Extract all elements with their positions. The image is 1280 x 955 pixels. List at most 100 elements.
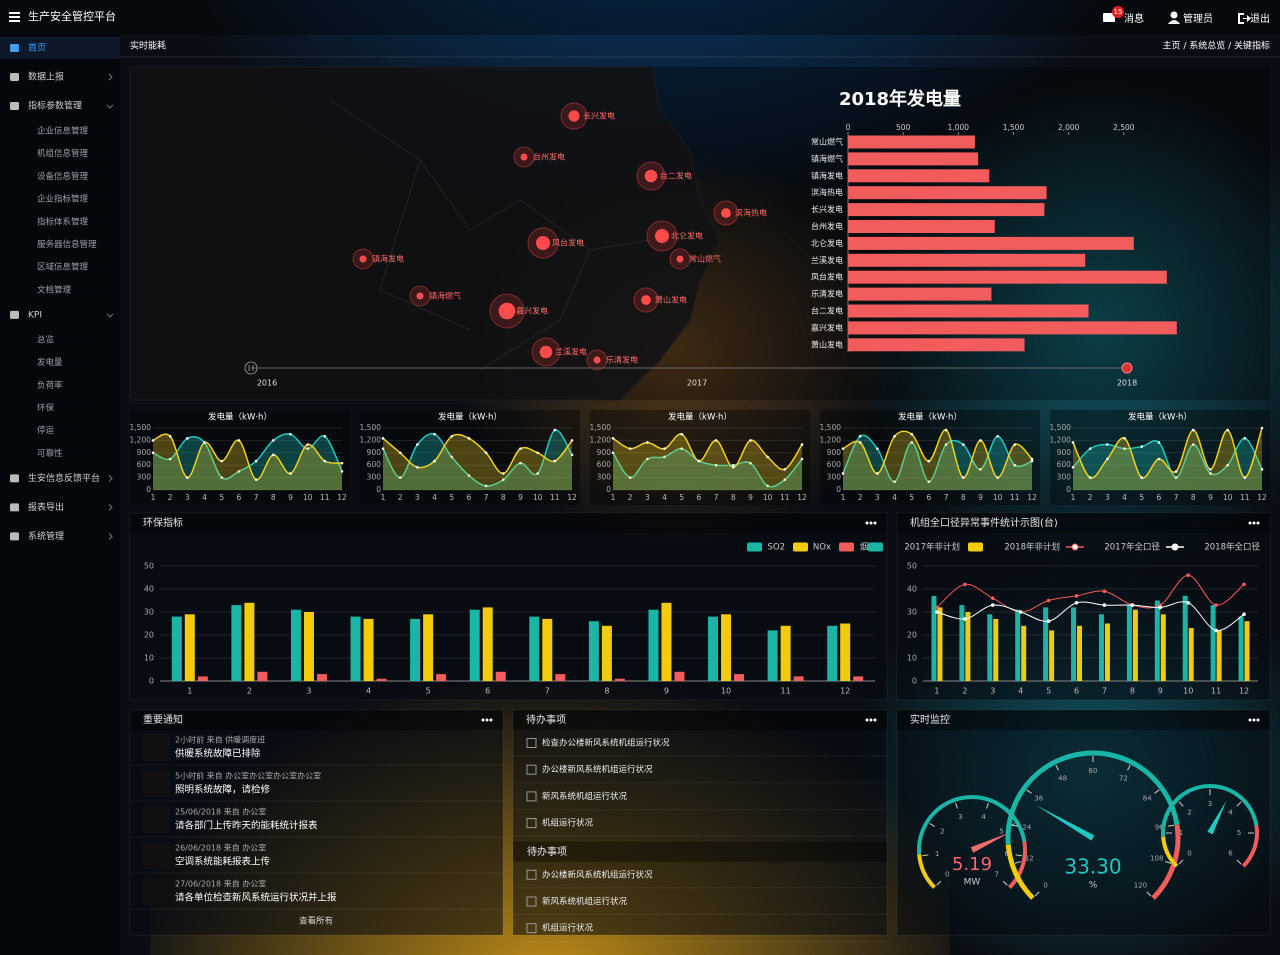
notice-text[interactable]: 请各单位检查新风系统运行状况并上报 bbox=[175, 892, 337, 904]
menu-dot[interactable] bbox=[1252, 521, 1256, 525]
point bbox=[323, 459, 327, 463]
bar bbox=[436, 674, 447, 681]
checkbox[interactable] bbox=[526, 896, 537, 907]
checkbox[interactable] bbox=[526, 738, 537, 748]
y-tick-label: 900 bbox=[597, 448, 612, 457]
map-point[interactable] bbox=[568, 110, 580, 122]
sidebar-subitem[interactable]: 机组信息管理 bbox=[37, 148, 89, 159]
menu-dot[interactable] bbox=[865, 521, 869, 525]
menu-dot[interactable] bbox=[869, 718, 873, 722]
y-tick-label: 20 bbox=[907, 631, 917, 640]
gauge-tick-label: 1 bbox=[935, 850, 939, 858]
sidebar-subitem[interactable]: 区域信息管理 bbox=[37, 262, 89, 273]
menu-dot[interactable] bbox=[1248, 521, 1252, 525]
notice-text[interactable]: 供暖系统故障已排除 bbox=[175, 748, 261, 760]
sidebar-item[interactable]: 报表导出 bbox=[28, 501, 64, 513]
x-tick-label: 10 bbox=[721, 687, 731, 696]
sidebar-subitem[interactable]: 总览 bbox=[37, 334, 54, 345]
map-point[interactable] bbox=[536, 236, 550, 250]
sidebar-subitem[interactable]: 可靠性 bbox=[37, 448, 63, 459]
sidebar-icon bbox=[10, 73, 19, 81]
sidebar-subitem[interactable]: 发电量 bbox=[37, 357, 63, 368]
sidebar-item[interactable]: 数据上报 bbox=[28, 71, 64, 83]
map-point[interactable] bbox=[641, 295, 651, 305]
map-point[interactable] bbox=[520, 153, 528, 161]
messages-link[interactable]: 消息 bbox=[1124, 12, 1144, 25]
map-point[interactable] bbox=[416, 292, 424, 300]
menu-icon[interactable] bbox=[9, 12, 20, 14]
map-point[interactable] bbox=[644, 169, 658, 183]
menu-icon[interactable] bbox=[9, 16, 20, 18]
map-point[interactable] bbox=[359, 255, 367, 263]
point bbox=[340, 470, 344, 473]
checkbox[interactable] bbox=[526, 923, 537, 934]
menu-dot[interactable] bbox=[1256, 718, 1260, 722]
notice-text[interactable]: 请各部门上传昨天的能耗统计报表 bbox=[175, 820, 318, 832]
map-point[interactable] bbox=[721, 208, 731, 218]
menu-dot[interactable] bbox=[481, 718, 485, 722]
timeline-handle[interactable] bbox=[1121, 362, 1133, 374]
checkbox[interactable] bbox=[526, 764, 537, 775]
sidebar-subitem[interactable]: 指标体系管理 bbox=[37, 216, 89, 227]
sidebar-item[interactable]: 生安信息反馈平台 bbox=[28, 472, 100, 484]
map-point[interactable] bbox=[593, 356, 601, 364]
checkbox[interactable] bbox=[526, 869, 537, 880]
gauge-arc bbox=[1005, 750, 1180, 845]
menu-dot[interactable] bbox=[869, 521, 873, 525]
chart-title: 发电量（kW·h） bbox=[438, 412, 502, 423]
user-link[interactable]: 管理员 bbox=[1183, 12, 1213, 25]
point bbox=[714, 439, 718, 442]
x-tick-label: 11 bbox=[1240, 493, 1250, 502]
point bbox=[1102, 589, 1107, 594]
menu-dot[interactable] bbox=[1256, 521, 1260, 525]
category-label: 兰溪发电 bbox=[811, 255, 843, 265]
sidebar-item[interactable]: KPI bbox=[28, 310, 42, 320]
menu-dot[interactable] bbox=[865, 718, 869, 722]
panel-header bbox=[513, 841, 887, 862]
bar bbox=[1238, 616, 1244, 681]
sidebar-item[interactable]: 指标参数管理 bbox=[28, 100, 82, 112]
map-point[interactable] bbox=[539, 345, 553, 359]
map-point[interactable] bbox=[498, 302, 516, 320]
menu-dot[interactable] bbox=[873, 521, 877, 525]
menu-dot[interactable] bbox=[873, 718, 877, 722]
menu-dot[interactable] bbox=[1248, 718, 1252, 722]
mail-icon[interactable] bbox=[1103, 13, 1115, 22]
sidebar-subitem[interactable]: 服务器信息管理 bbox=[37, 239, 97, 250]
sidebar-item[interactable]: 系统管理 bbox=[28, 530, 64, 542]
view-all[interactable]: 查看所有 bbox=[299, 916, 333, 927]
x-tick-label: 10 bbox=[533, 493, 543, 502]
bar bbox=[469, 609, 480, 681]
sidebar-subitem[interactable]: 文档管理 bbox=[37, 284, 72, 295]
gauge-value: 5.19 bbox=[952, 854, 992, 875]
sidebar-subitem[interactable]: 负荷率 bbox=[37, 380, 63, 391]
timeline-play[interactable] bbox=[244, 361, 258, 375]
bar bbox=[495, 671, 506, 681]
sidebar-subitem[interactable]: 企业信息管理 bbox=[37, 126, 89, 137]
notice-text[interactable]: 空调系统能耗报表上传 bbox=[175, 856, 271, 868]
map-point[interactable] bbox=[655, 229, 669, 243]
menu-icon[interactable] bbox=[9, 20, 20, 22]
gauge-tick-label: 5 bbox=[999, 827, 1003, 835]
logout-link[interactable]: 退出 bbox=[1250, 12, 1270, 25]
sidebar-subitem[interactable]: 设备信息管理 bbox=[37, 171, 89, 182]
checkbox[interactable] bbox=[526, 818, 537, 829]
point bbox=[783, 468, 787, 471]
checkbox[interactable] bbox=[526, 791, 537, 802]
sidebar-subitem[interactable]: 停运 bbox=[37, 425, 55, 436]
menu-dot[interactable] bbox=[1252, 718, 1256, 722]
point bbox=[714, 463, 718, 467]
point bbox=[893, 480, 896, 484]
map-point[interactable] bbox=[676, 255, 684, 263]
menu-dot[interactable] bbox=[489, 718, 493, 722]
gauge-tick bbox=[986, 802, 989, 809]
notice-text[interactable]: 照明系统故障，请检修 bbox=[175, 784, 271, 796]
bar bbox=[601, 625, 612, 681]
legend-label: NOx bbox=[813, 543, 831, 553]
map-point-label: 滨海热电 bbox=[735, 208, 767, 218]
sidebar-item[interactable]: 首页 bbox=[28, 42, 46, 54]
menu-dot[interactable] bbox=[485, 718, 489, 722]
bar bbox=[734, 674, 745, 681]
sidebar-subitem[interactable]: 企业指标管理 bbox=[37, 194, 89, 205]
sidebar-subitem[interactable]: 环保 bbox=[37, 403, 55, 414]
